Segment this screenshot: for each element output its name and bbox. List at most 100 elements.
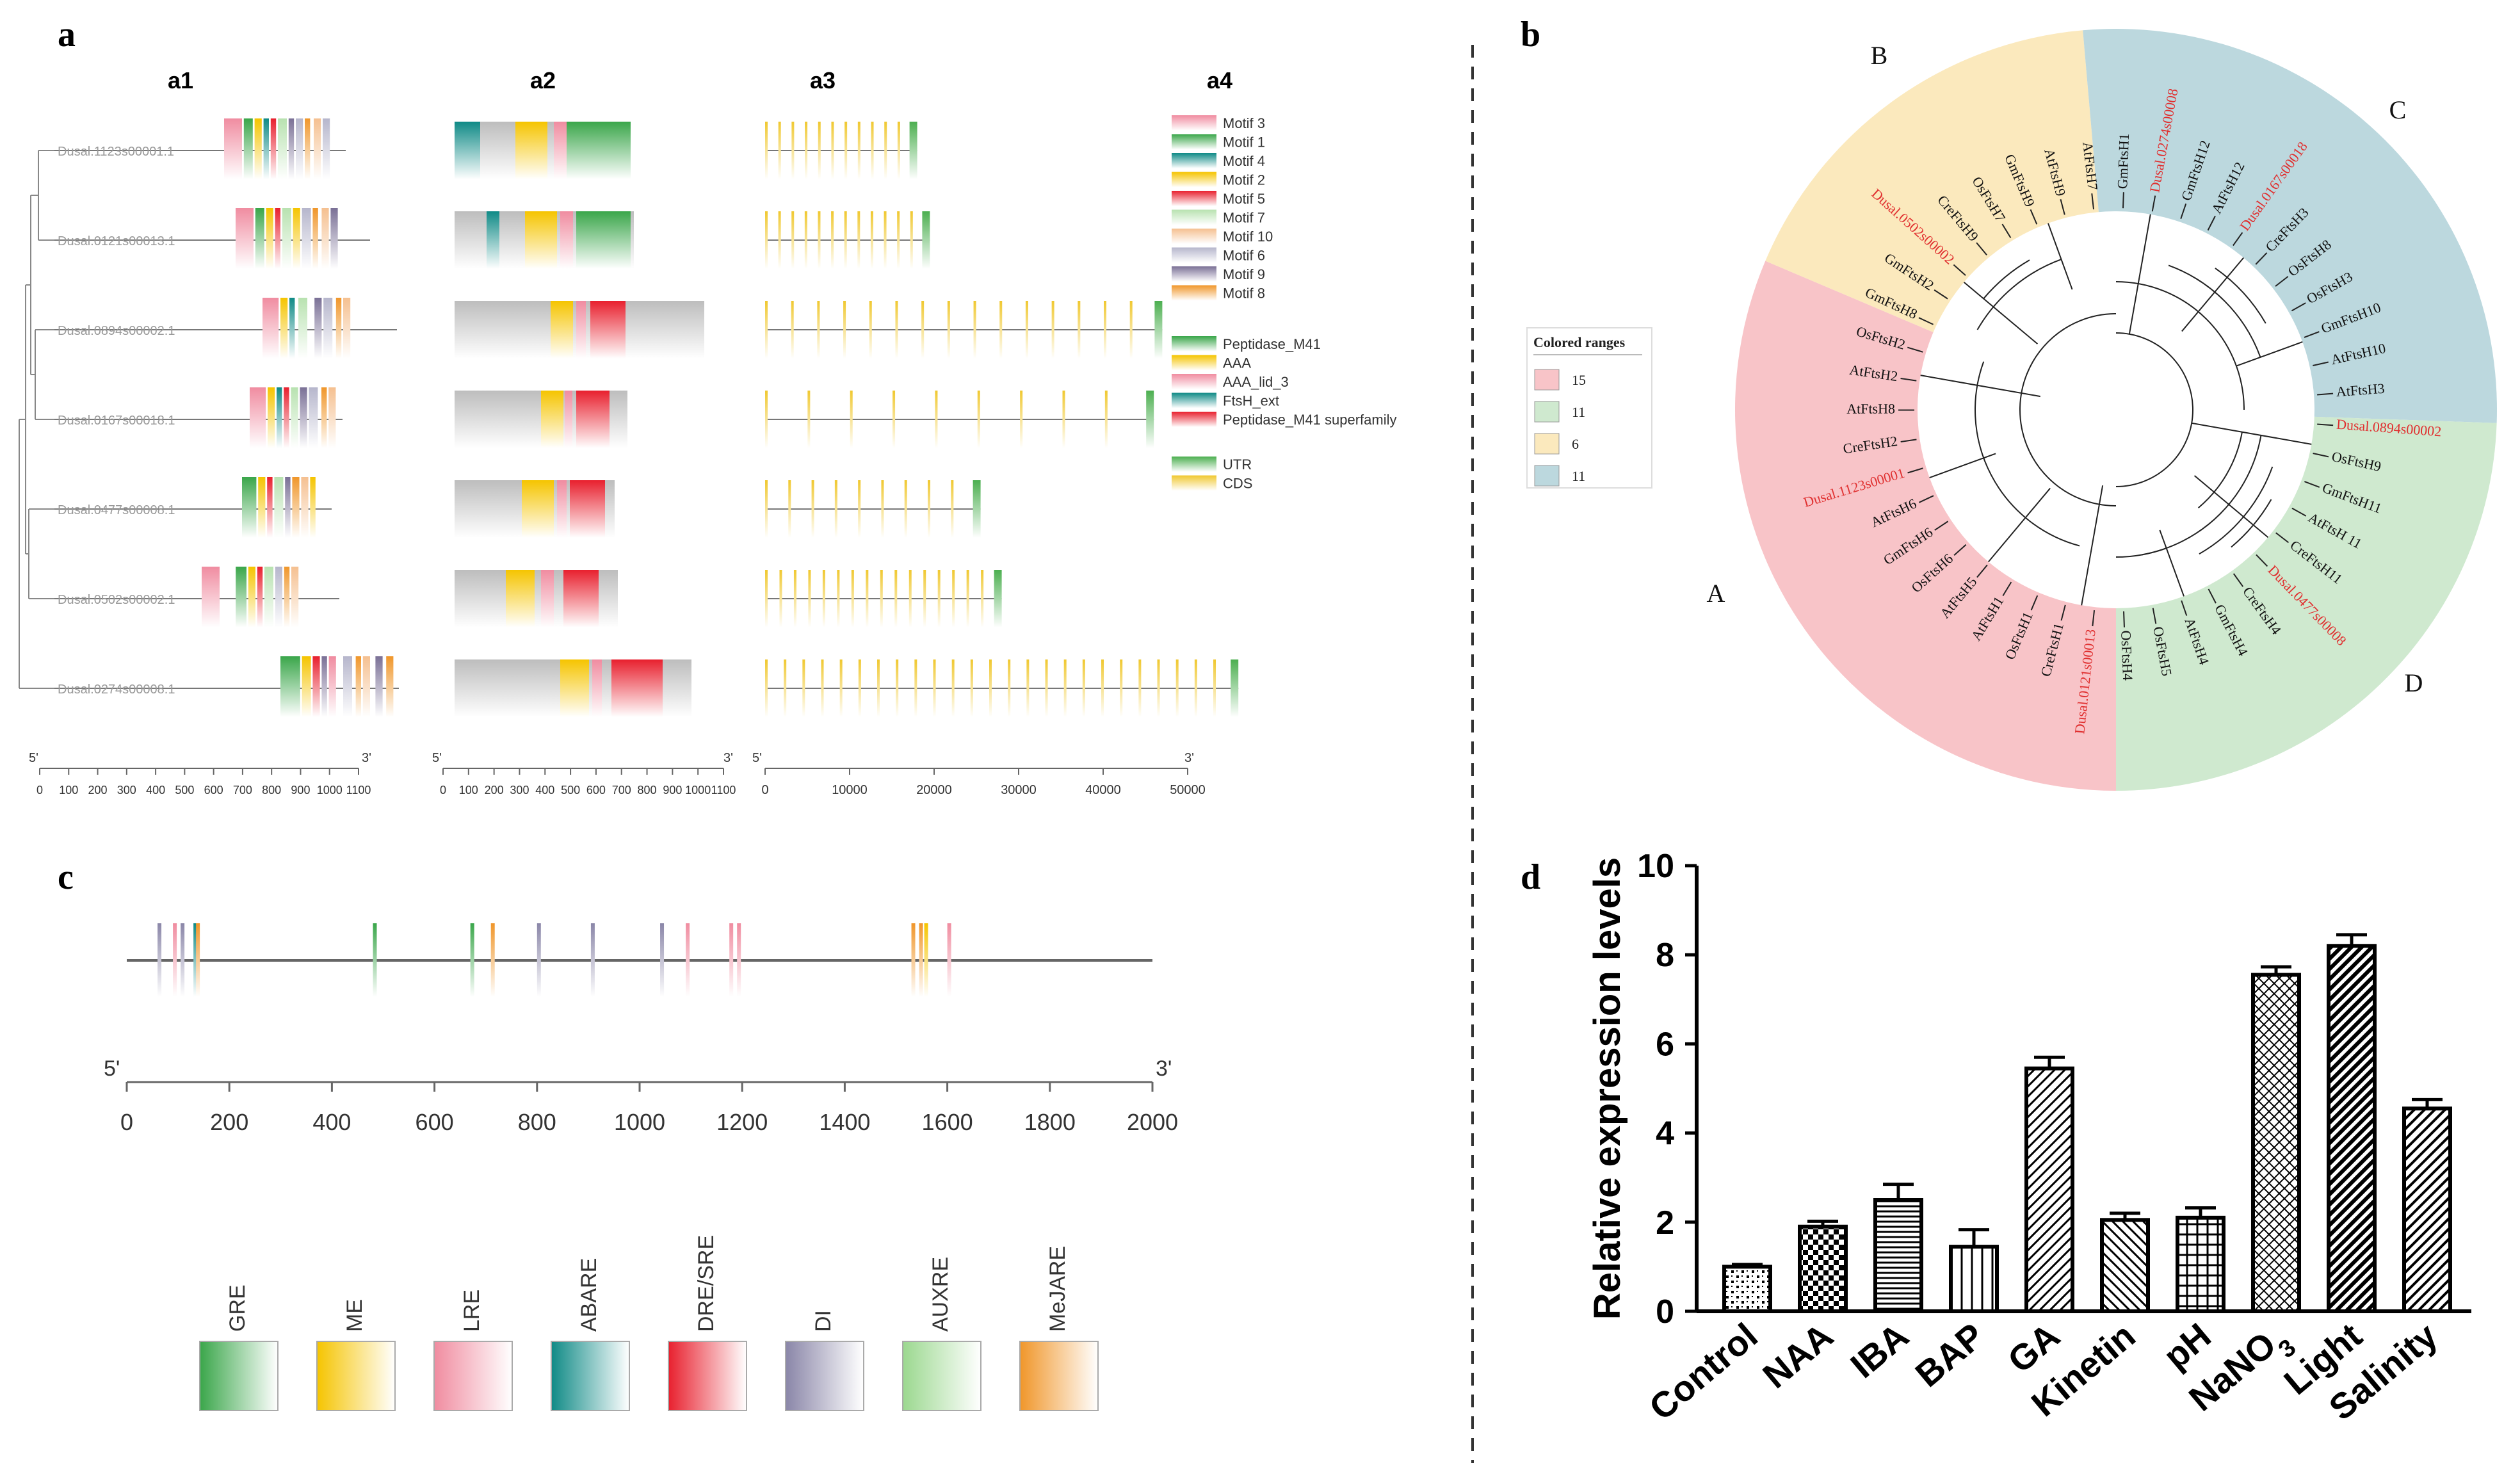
a1-motif-box xyxy=(282,208,291,269)
a3-exon-box xyxy=(807,391,811,448)
colored-range-swatch xyxy=(1534,369,1560,391)
a3-utr-box xyxy=(994,570,1002,627)
tree-internal-arc xyxy=(2115,332,2193,487)
a1-gene-label: Dusal.0167s00018.1 xyxy=(58,414,175,428)
a3-tick-label: 20000 xyxy=(916,783,952,797)
y-tick-label: 0 xyxy=(1656,1293,1674,1330)
y-tick-label: 2 xyxy=(1656,1204,1674,1241)
bar xyxy=(1873,1198,1923,1313)
a1-motif-panel: Dusal.1123s00001.1 Dusal.0121s00013.1 Dusa… xyxy=(29,118,399,797)
tree-leaf-branch xyxy=(2255,252,2268,265)
c-axis-tick-label: 1600 xyxy=(922,1109,973,1135)
a1-motif-box xyxy=(321,656,327,717)
tree-internal-branch xyxy=(1929,453,1996,478)
a1-motif-box xyxy=(314,118,321,179)
promoter-element-box xyxy=(193,923,198,997)
tree-leaf-branch xyxy=(2030,209,2038,225)
a4-structure-legend-label: UTR xyxy=(1223,457,1252,473)
a2-tick-label: 700 xyxy=(612,784,631,797)
tree-leaf-branch xyxy=(2317,392,2334,396)
a2-tick-label: 1000 xyxy=(685,784,711,797)
tree-leaf-branch xyxy=(2180,203,2187,220)
a3-exon-box xyxy=(884,211,887,269)
tree-leaf-label: AtFtsH3 xyxy=(2336,380,2385,400)
a3-exon-box xyxy=(914,659,917,717)
promoter-element-box xyxy=(537,923,541,997)
a3-axis-five-prime: 5' xyxy=(752,751,762,765)
a3-exon-box xyxy=(928,480,931,538)
a1-motif-box xyxy=(288,118,295,179)
y-tick-label: 10 xyxy=(1637,848,1674,885)
a3-exon-box xyxy=(1082,659,1085,717)
a4-domain-legend-label: FtsH_ext xyxy=(1223,393,1279,409)
a1-tick-label: 0 xyxy=(36,784,43,797)
colored-range-count: 15 xyxy=(1572,372,1586,388)
tree-internal-branch xyxy=(1987,487,2051,563)
a1-motif-box xyxy=(328,387,336,448)
tree-internal-arc xyxy=(2141,435,2262,556)
a2-tick-label: 100 xyxy=(459,784,478,797)
a3-exon-box xyxy=(1129,301,1133,359)
a3-exon-box xyxy=(778,122,781,179)
a1-motif-box xyxy=(300,387,307,448)
c-legend-label: LRE xyxy=(460,1290,484,1332)
a3-exon-box xyxy=(894,570,898,627)
a1-motif-box xyxy=(285,477,291,538)
tree-leaf-branch xyxy=(1918,317,1934,325)
a1-motif-box xyxy=(257,567,263,627)
tree-leaf-branch xyxy=(2275,532,2290,544)
a3-tick-label: 0 xyxy=(761,783,768,797)
colored-range-count: 11 xyxy=(1572,468,1585,484)
a2-domain-box xyxy=(557,480,567,538)
a2-tick-label: 900 xyxy=(663,784,682,797)
a3-exon-box xyxy=(821,659,824,717)
panel-label-d: d xyxy=(1521,857,1540,897)
a3-exon-box xyxy=(843,301,846,359)
a3-exon-box xyxy=(892,391,896,448)
c-axis-tick-label: 2000 xyxy=(1127,1109,1178,1135)
tree-leaf-branch xyxy=(2233,573,2244,587)
a3-tick-label: 40000 xyxy=(1085,783,1121,797)
a2-tick-label: 1100 xyxy=(711,784,736,797)
a1-motif-box xyxy=(266,208,273,269)
a3-exon-box xyxy=(818,211,821,269)
a1-axis-three-prime: 3' xyxy=(362,751,371,765)
a3-exon-box xyxy=(1008,659,1011,717)
bar xyxy=(2327,944,2377,1313)
a3-exon-box xyxy=(909,570,912,627)
a3-exon-box xyxy=(947,301,950,359)
tree-leaf-branch xyxy=(2092,610,2096,627)
a2-domain-box xyxy=(554,122,567,179)
tree-internal-branch xyxy=(2193,475,2269,538)
a1-gene-label: Dusal.0274s00008.1 xyxy=(58,683,175,697)
a2-tick-label: 300 xyxy=(510,784,529,797)
a1-motif-box xyxy=(280,656,300,717)
panel-label-b: b xyxy=(1521,15,1540,54)
a1-motif-box xyxy=(291,567,299,627)
promoter-elements-panel: 5' 3' 0 200 400 600 800 1000 1200 1400 1600 1800 200… xyxy=(104,923,1178,1411)
a2-domain-box xyxy=(541,570,554,627)
a3-exon-box xyxy=(831,122,834,179)
tree-branch xyxy=(19,419,54,689)
a1-motif-box xyxy=(335,298,342,359)
a2-domain-box xyxy=(487,211,499,269)
tree-leaf-branch xyxy=(2151,195,2156,212)
tree-leaf-branch xyxy=(1953,544,1967,556)
tree-leaf-branch xyxy=(2152,608,2157,624)
a1-motif-box xyxy=(321,208,329,269)
tree-branch xyxy=(38,150,54,241)
a1-tick-label: 400 xyxy=(146,784,165,797)
a3-utr-box xyxy=(1154,301,1163,359)
a2-axis-five-prime: 5' xyxy=(432,751,442,765)
a1-tick-label: 1000 xyxy=(317,784,343,797)
tree-leaf-branch xyxy=(1953,264,1966,276)
tree-leaf-branch xyxy=(2208,588,2217,604)
a3-exon-box xyxy=(881,480,884,538)
a3-axis-three-prime: 3' xyxy=(1184,751,1194,765)
a3-exon-box xyxy=(844,211,847,269)
a3-exon-box xyxy=(818,122,821,179)
a4-motif-legend-swatch xyxy=(1172,266,1216,282)
a4-motif-legend-label: Motif 9 xyxy=(1223,266,1265,282)
colored-range-swatch xyxy=(1534,401,1560,423)
subpanel-a4-title: a4 xyxy=(1207,67,1232,93)
